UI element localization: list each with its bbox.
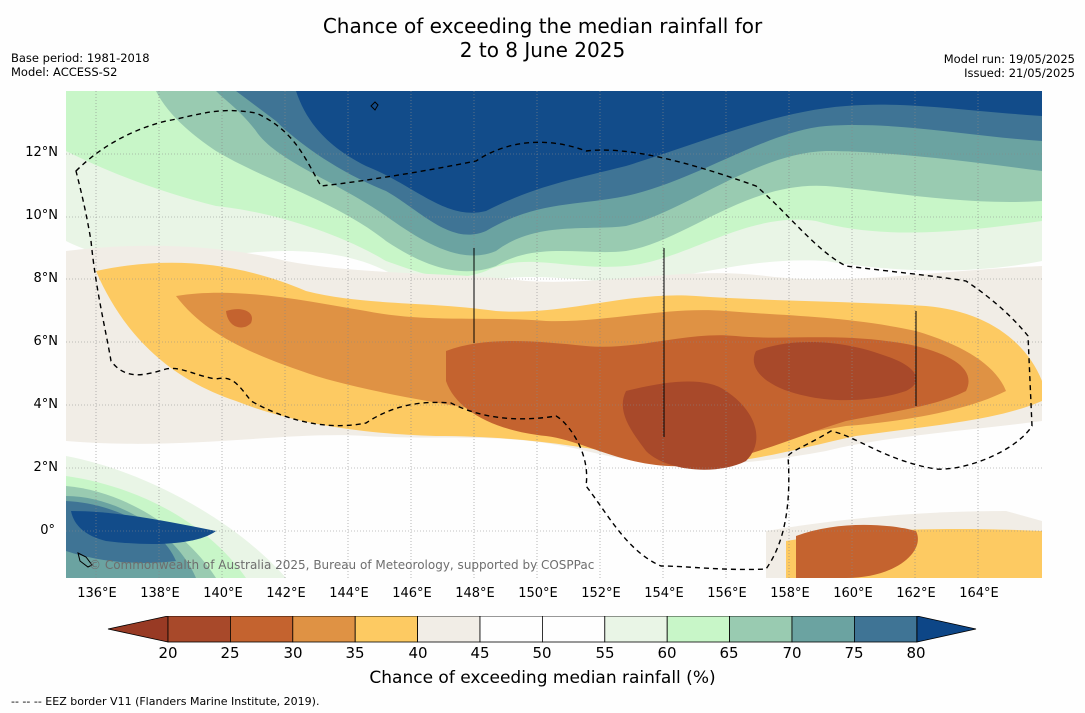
issued-text: Issued: 21/05/2025 <box>964 66 1075 80</box>
colorbar-swatch <box>791 616 855 643</box>
colorbar-swatch <box>854 616 918 643</box>
base-period-text: Base period: 1981-2018 <box>11 51 150 65</box>
map-title-line1: Chance of exceeding the median rainfall … <box>322 14 763 38</box>
map-title-line2: 2 to 8 June 2025 <box>459 38 626 62</box>
meta-left: Base period: 1981-2018 Model: ACCESS-S2 <box>11 51 150 79</box>
colorbar-tick-label: 80 <box>906 644 926 662</box>
map-title: Chance of exceeding the median rainfall … <box>0 14 1085 62</box>
y-tick-label: 10°N <box>25 208 58 223</box>
y-tick-label: 6°N <box>33 334 59 349</box>
x-tick-label: 158°E <box>770 586 810 601</box>
meta-right: Model run: 19/05/2025 Issued: 21/05/2025 <box>944 52 1075 80</box>
colorbar-tick-label: 40 <box>408 644 428 662</box>
x-tick-label: 148°E <box>455 586 495 601</box>
colorbar-under-arrow <box>107 616 169 643</box>
colorbar-swatch <box>230 616 294 643</box>
y-tick-label: 2°N <box>33 460 59 475</box>
colorbar-tick-label: 70 <box>782 644 802 662</box>
colorbar-over-arrow <box>916 616 977 643</box>
colorbar-tick-label: 50 <box>532 644 552 662</box>
x-tick-label: 160°E <box>833 586 873 601</box>
x-tick-label: 154°E <box>644 586 684 601</box>
colorbar-swatches <box>167 616 918 643</box>
y-tick-label: 8°N <box>33 271 59 286</box>
colorbar-swatch <box>666 616 731 643</box>
map-panel <box>66 91 1042 578</box>
x-tick-label: 146°E <box>392 586 432 601</box>
colorbar-swatch <box>729 616 793 643</box>
colorbar-swatch <box>541 616 606 643</box>
colorbar-swatch <box>354 616 418 643</box>
colorbar-tick-label: 60 <box>657 644 677 662</box>
coastline <box>77 101 917 568</box>
x-tick-label: 152°E <box>581 586 621 601</box>
eez-border <box>75 109 1033 571</box>
colorbar-tick-label: 45 <box>470 644 490 662</box>
x-tick-label: 140°E <box>203 586 243 601</box>
x-tick-label: 138°E <box>140 586 180 601</box>
colorbar-swatch <box>604 616 668 643</box>
colorbar-tick-label: 75 <box>844 644 864 662</box>
eez-footnote: -- -- -- EEZ border V11 (Flanders Marine… <box>11 695 320 708</box>
colorbar-swatch <box>479 616 543 643</box>
x-tick-label: 136°E <box>77 586 117 601</box>
y-tick-label: 4°N <box>33 397 59 412</box>
x-tick-label: 142°E <box>266 586 306 601</box>
colorbar-tick-label: 65 <box>719 644 739 662</box>
colorbar-tick-label: 35 <box>345 644 365 662</box>
x-tick-label: 164°E <box>959 586 999 601</box>
colorbar-tick-label: 25 <box>220 644 240 662</box>
x-tick-label: 162°E <box>896 586 936 601</box>
x-tick-label: 150°E <box>518 586 558 601</box>
colorbar-tick-label: 55 <box>595 644 615 662</box>
probability-shading <box>66 91 1042 578</box>
model-run-text: Model run: 19/05/2025 <box>943 52 1075 66</box>
y-tick-label: 0° <box>40 523 55 538</box>
x-tick-label: 156°E <box>707 586 747 601</box>
colorbar-swatch <box>417 616 481 643</box>
x-tick-label: 144°E <box>329 586 369 601</box>
colorbar-title: Chance of exceeding median rainfall (%) <box>369 668 716 688</box>
colorbar <box>107 616 977 643</box>
colorbar-tick-label: 30 <box>283 644 303 662</box>
y-tick-label: 12°N <box>25 145 58 160</box>
colorbar-tick-label: 20 <box>158 644 178 662</box>
model-text: Model: ACCESS-S2 <box>11 65 118 79</box>
rainfall-probability-map <box>66 91 1042 578</box>
colorbar-swatch <box>292 616 356 643</box>
copyright-text: © Commonwealth of Australia 2025, Bureau… <box>89 558 595 572</box>
graticule <box>66 91 1042 578</box>
colorbar-swatch <box>167 616 231 643</box>
